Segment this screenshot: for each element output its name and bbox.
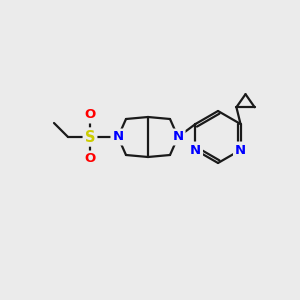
Text: S: S xyxy=(85,130,95,145)
Text: N: N xyxy=(112,130,124,143)
Text: N: N xyxy=(190,143,201,157)
Text: O: O xyxy=(84,109,96,122)
Text: O: O xyxy=(84,152,96,166)
Text: N: N xyxy=(172,130,184,143)
Text: N: N xyxy=(235,143,246,157)
